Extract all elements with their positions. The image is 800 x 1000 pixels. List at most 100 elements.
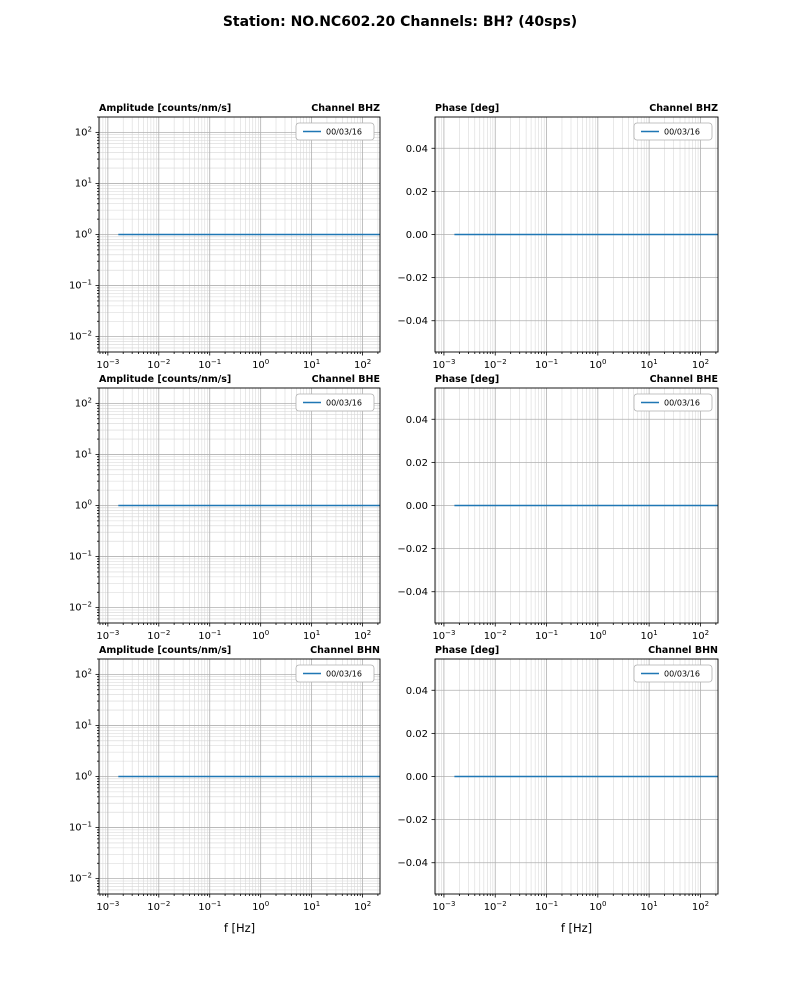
svg-text:100: 100	[589, 358, 606, 371]
svg-text:10−3: 10−3	[432, 900, 455, 913]
svg-text:10−1: 10−1	[198, 900, 221, 913]
svg-text:10−2: 10−2	[484, 629, 507, 642]
svg-text:10−2: 10−2	[69, 601, 92, 614]
svg-text:101: 101	[303, 358, 320, 371]
svg-text:10−3: 10−3	[96, 900, 119, 913]
svg-text:100: 100	[75, 770, 92, 783]
subplot-amplitude-bhn: 10−3 10−2 10−1 100 101 102 10−2 10−1 100 101 102 Am…	[69, 645, 381, 935]
axes-title-right: Channel BHN	[648, 645, 718, 656]
tick-labels: 10−3 10−2 10−1 100 101 102 10−2 10−1 100 101 102	[69, 125, 371, 371]
svg-text:102: 102	[75, 125, 92, 138]
svg-text:−0.04: −0.04	[397, 316, 428, 327]
svg-text:0.00: 0.00	[406, 501, 428, 512]
legend: 00/03/16	[295, 664, 375, 683]
axes-title-left: Phase [deg]	[435, 374, 499, 385]
svg-text:100: 100	[75, 228, 92, 241]
svg-text:102: 102	[692, 358, 709, 371]
svg-text:101: 101	[75, 176, 92, 189]
svg-text:102: 102	[354, 629, 371, 642]
legend-label: 00/03/16	[326, 399, 362, 408]
svg-text:102: 102	[75, 396, 92, 409]
svg-text:10−1: 10−1	[535, 629, 558, 642]
subplot-phase-bhn: 10−3 10−2 10−1 100 101 102 −0.04 −0.02 0.00 0.02 0…	[397, 645, 719, 935]
tick-labels: 10−3 10−2 10−1 100 101 102 10−2 10−1 100 101 102	[69, 396, 371, 642]
tick-labels: 10−3 10−2 10−1 100 101 102 −0.04 −0.02 0.00 0.02 0…	[397, 686, 709, 913]
grid-major	[99, 388, 380, 623]
svg-text:10−1: 10−1	[69, 550, 92, 563]
svg-text:10−1: 10−1	[535, 900, 558, 913]
svg-text:10−1: 10−1	[69, 821, 92, 834]
axes-title-left: Amplitude [counts/nm/s]	[99, 645, 231, 656]
legend-box	[295, 393, 375, 412]
axes-title-left: Amplitude [counts/nm/s]	[99, 103, 231, 114]
axes-title-right: Channel BHE	[650, 374, 718, 385]
x-axis-label: f [Hz]	[224, 921, 255, 935]
svg-text:100: 100	[589, 629, 606, 642]
tick-marks	[431, 689, 717, 898]
svg-text:0.00: 0.00	[406, 230, 428, 241]
svg-text:10−2: 10−2	[147, 900, 170, 913]
svg-text:0.02: 0.02	[406, 458, 428, 469]
tick-labels: 10−3 10−2 10−1 100 101 102 −0.04 −0.02 0.00 0.02 0…	[397, 144, 709, 371]
svg-text:0.04: 0.04	[406, 415, 428, 426]
axes-title-left: Phase [deg]	[435, 645, 499, 656]
legend: 00/03/16	[633, 122, 713, 141]
axes-frame	[98, 658, 381, 895]
subplot-phase-bhe: 10−3 10−2 10−1 100 101 102 −0.04 −0.02 0.00 0.02 0…	[397, 374, 719, 642]
svg-text:102: 102	[354, 358, 371, 371]
svg-text:101: 101	[641, 900, 658, 913]
x-axis-label: f [Hz]	[561, 921, 592, 935]
svg-text:102: 102	[692, 629, 709, 642]
legend-label: 00/03/16	[664, 399, 700, 408]
legend-label: 00/03/16	[326, 670, 362, 679]
svg-text:0.00: 0.00	[406, 772, 428, 783]
svg-text:10−2: 10−2	[484, 358, 507, 371]
svg-text:101: 101	[641, 358, 658, 371]
legend: 00/03/16	[295, 393, 375, 412]
svg-text:10−3: 10−3	[432, 629, 455, 642]
svg-text:10−1: 10−1	[198, 358, 221, 371]
svg-text:100: 100	[589, 900, 606, 913]
svg-text:10−2: 10−2	[69, 872, 92, 885]
svg-text:100: 100	[252, 358, 269, 371]
axes-title-left: Phase [deg]	[435, 103, 499, 114]
legend-label: 00/03/16	[326, 128, 362, 137]
svg-text:−0.02: −0.02	[397, 815, 428, 826]
axes-title-left: Amplitude [counts/nm/s]	[99, 374, 231, 385]
svg-text:0.02: 0.02	[406, 729, 428, 740]
axes-title-right: Channel BHZ	[649, 103, 718, 114]
legend-box	[633, 664, 713, 683]
legend-box	[295, 122, 375, 141]
svg-text:−0.04: −0.04	[397, 587, 428, 598]
legend-box	[633, 122, 713, 141]
tick-marks	[431, 418, 717, 627]
svg-text:100: 100	[252, 629, 269, 642]
svg-text:0.02: 0.02	[406, 187, 428, 198]
svg-text:10−3: 10−3	[96, 358, 119, 371]
svg-text:101: 101	[641, 629, 658, 642]
svg-text:100: 100	[75, 499, 92, 512]
legend-box	[295, 664, 375, 683]
legend: 00/03/16	[633, 664, 713, 683]
tick-labels: 10−3 10−2 10−1 100 101 102 10−2 10−1 100 101 102	[69, 667, 371, 913]
subplot-amplitude-bhe: 10−3 10−2 10−1 100 101 102 10−2 10−1 100 101 102 Am…	[69, 374, 381, 642]
svg-text:10−3: 10−3	[96, 629, 119, 642]
tick-marks	[431, 147, 717, 356]
svg-text:10−1: 10−1	[69, 279, 92, 292]
svg-text:102: 102	[692, 900, 709, 913]
axes-frame	[434, 387, 719, 624]
axes-title-right: Channel BHN	[310, 645, 380, 656]
svg-text:10−2: 10−2	[69, 330, 92, 343]
svg-text:101: 101	[75, 447, 92, 460]
svg-text:10−1: 10−1	[198, 629, 221, 642]
subplot-phase-bhz: 10−3 10−2 10−1 100 101 102 −0.04 −0.02 0.00 0.02 0…	[397, 103, 719, 371]
legend-box	[633, 393, 713, 412]
axes-frame	[98, 387, 381, 624]
legend: 00/03/16	[295, 122, 375, 141]
svg-text:0.04: 0.04	[406, 686, 428, 697]
legend-label: 00/03/16	[664, 128, 700, 137]
svg-text:−0.02: −0.02	[397, 544, 428, 555]
axes-frame	[434, 116, 719, 353]
